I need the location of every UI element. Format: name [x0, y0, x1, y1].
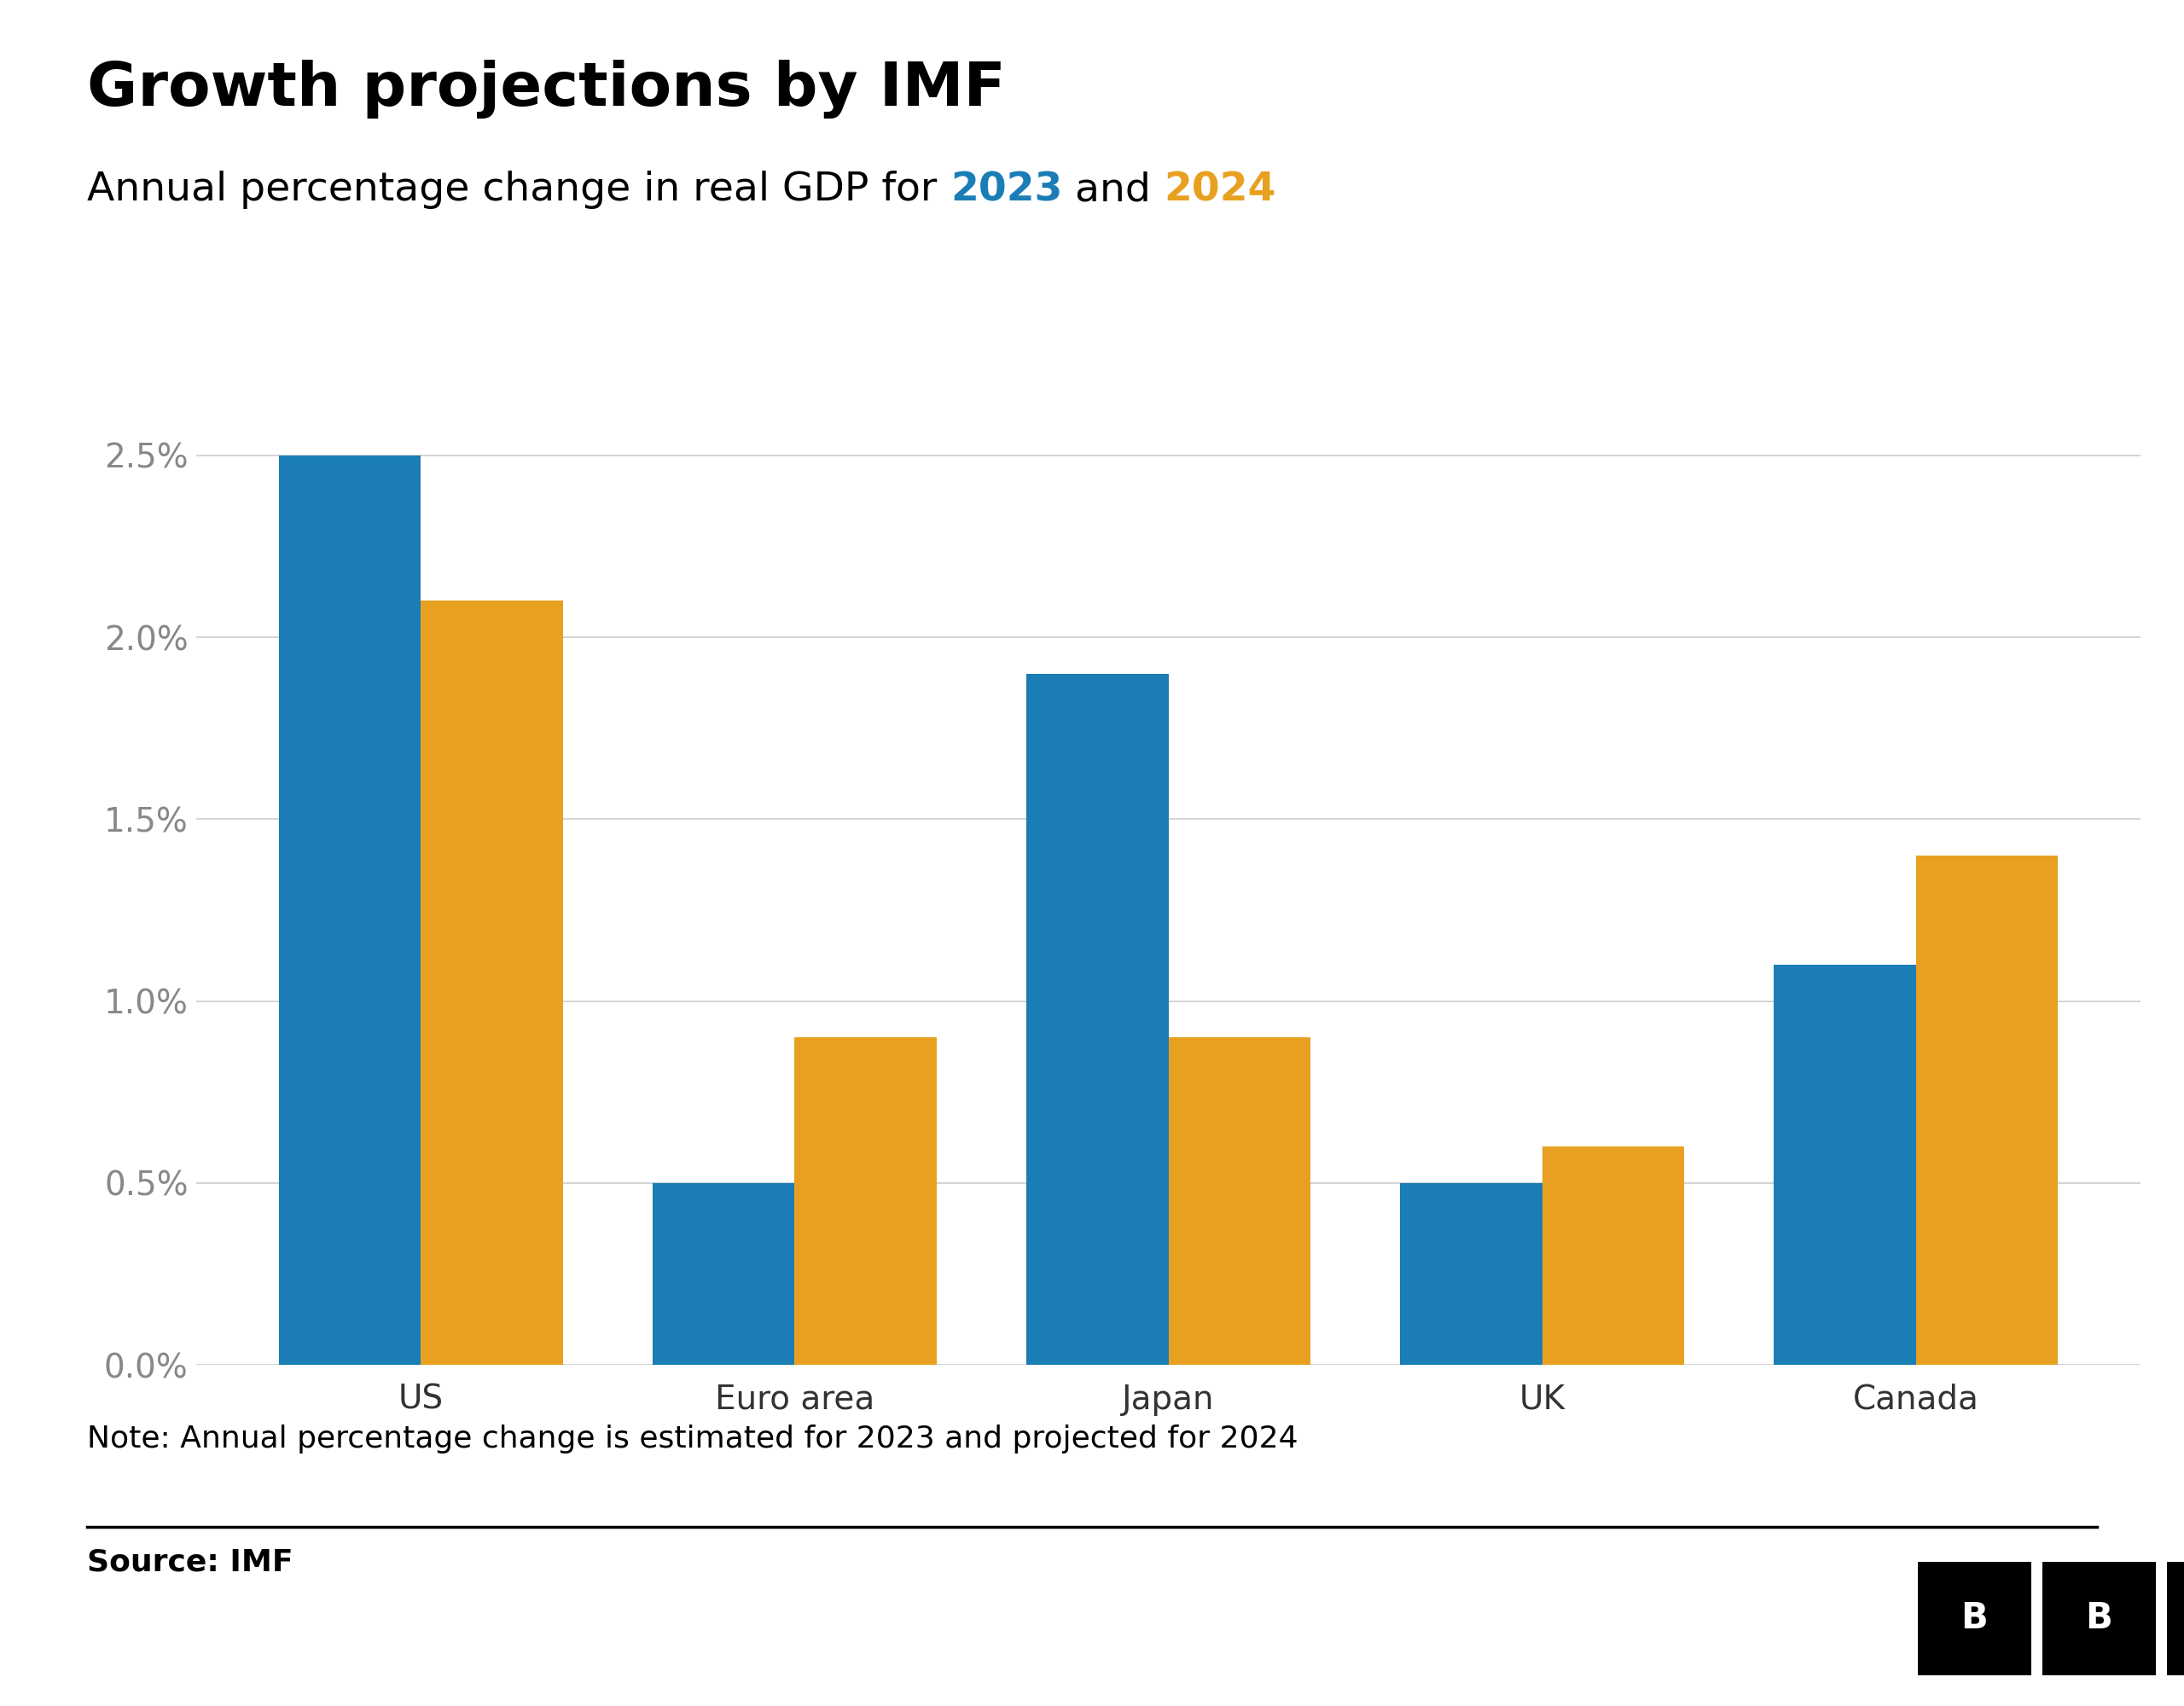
- Bar: [1168, 1037, 1310, 1365]
- Text: Growth projections by IMF: Growth projections by IMF: [87, 60, 1007, 119]
- Text: B: B: [2086, 1600, 2112, 1636]
- Bar: [1400, 1182, 1542, 1365]
- Text: B: B: [1961, 1600, 1987, 1636]
- Text: Annual percentage change in real GDP for: Annual percentage change in real GDP for: [87, 171, 950, 208]
- Bar: [1026, 674, 1168, 1365]
- Bar: [280, 456, 422, 1365]
- Text: 2023: 2023: [950, 171, 1061, 208]
- Text: and: and: [1061, 171, 1164, 208]
- Bar: [653, 1182, 795, 1365]
- Bar: [1542, 1146, 1684, 1365]
- Bar: [1915, 855, 2057, 1365]
- Text: 2024: 2024: [1164, 171, 1275, 208]
- Bar: [795, 1037, 937, 1365]
- Bar: [1773, 964, 1915, 1365]
- Text: Note: Annual percentage change is estimated for 2023 and projected for 2024: Note: Annual percentage change is estima…: [87, 1425, 1299, 1454]
- Bar: [422, 601, 563, 1365]
- Text: Source: IMF: Source: IMF: [87, 1547, 293, 1576]
